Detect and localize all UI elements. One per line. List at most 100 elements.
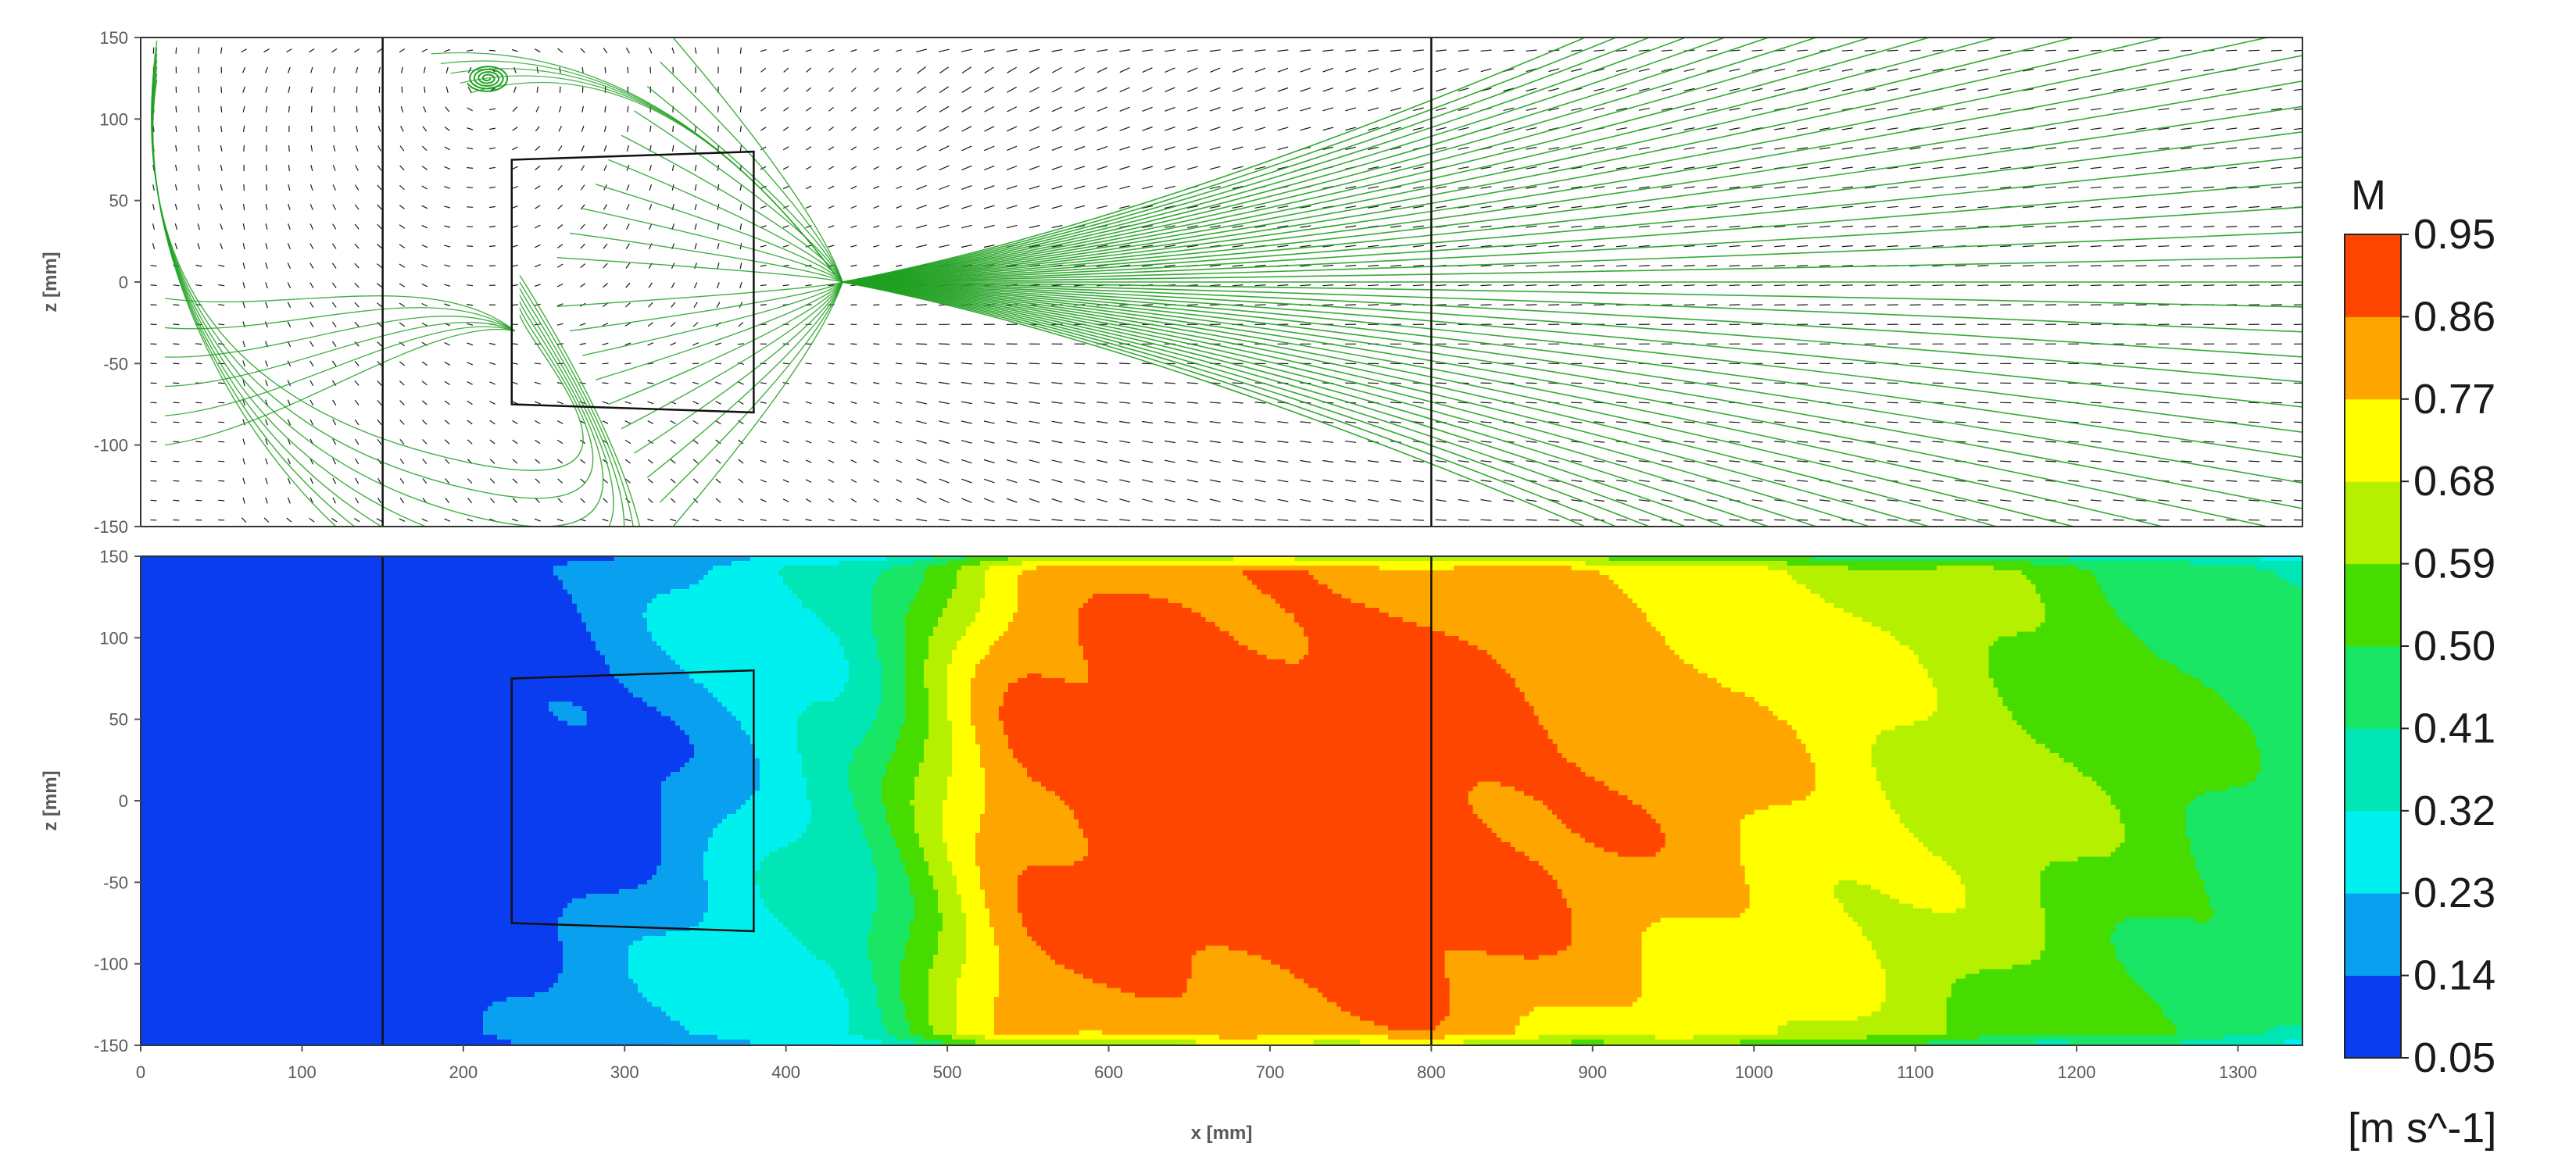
x-tick-label: 500: [933, 1062, 962, 1082]
y-tick-label: 0: [119, 273, 128, 292]
colorbar-label: 0.32: [2413, 788, 2496, 834]
streamline: [595, 184, 843, 283]
streamline: [608, 281, 843, 405]
streamline: [634, 281, 843, 454]
y-tick-label: -50: [103, 873, 128, 892]
streamline: [672, 281, 843, 527]
streamline: [634, 110, 843, 283]
top-panel: 150 100 50 0 -50 -100 -150 z [mm]: [40, 28, 2303, 537]
streamline: [842, 38, 1771, 283]
streamline: [164, 321, 516, 388]
streamlines: [151, 38, 2302, 527]
streamline: [842, 281, 2302, 434]
streamline: [646, 86, 843, 283]
contour-band: [971, 566, 1816, 1040]
y-tick-label: -100: [94, 436, 128, 455]
streamline: [842, 80, 2302, 283]
bottom-overlay: [381, 556, 1433, 1045]
contour-band: [910, 556, 2125, 1045]
streamline: [842, 281, 1999, 527]
streamline: [151, 53, 604, 527]
y-tick-label: -50: [103, 354, 128, 373]
streamline: [660, 61, 843, 283]
colorbar: M 0.050.140.230.320.410.500.590.680.770.…: [2344, 172, 2496, 1152]
streamline: [842, 281, 2302, 383]
colorbar-label: 0.86: [2413, 293, 2496, 340]
streamline: [842, 156, 2302, 283]
streamline: [842, 38, 1651, 283]
streamline: [582, 281, 843, 356]
x-tick-label: 600: [1094, 1062, 1123, 1082]
colorbar-swatch: [2345, 646, 2401, 729]
streamline: [842, 281, 1651, 527]
x-tick-label: 300: [610, 1062, 639, 1082]
streamline: [152, 66, 625, 527]
streamline: [842, 281, 2302, 308]
y-tick-label: -150: [94, 1036, 128, 1055]
x-tick-label: 0: [136, 1062, 145, 1082]
x-tick-label: 200: [449, 1062, 478, 1082]
vortex-streamline: [467, 66, 509, 92]
x-tick-label: 1200: [2058, 1062, 2096, 1082]
colorbar-label: 0.68: [2413, 458, 2496, 505]
streamline: [582, 208, 843, 283]
colorbar-label: 0.23: [2413, 870, 2496, 916]
streamline: [842, 281, 2270, 527]
x-tick-label: 1000: [1735, 1062, 1773, 1082]
bottom-y-ticks: 150 100 50 0 -50 -100 -150: [94, 547, 141, 1055]
x-ticks: 0 100 200 300 400 500 600 700 800 900 1000 1100 1200…: [136, 1045, 2257, 1082]
colorbar-swatch: [2345, 893, 2401, 977]
y-tick-label: -100: [94, 955, 128, 974]
colorbar-swatch: [2345, 234, 2401, 317]
streamline: [842, 281, 2302, 358]
streamline: [842, 281, 1819, 527]
streamline: [164, 307, 516, 332]
contour-band: [628, 556, 2302, 1045]
streamline: [842, 38, 1872, 283]
x-tick-label: 100: [288, 1062, 317, 1082]
streamline: [842, 206, 2302, 283]
streamline: [842, 38, 1819, 283]
streamline: [842, 38, 1999, 283]
x-tick-label: 1100: [1897, 1062, 1934, 1082]
colorbar-swatch: [2345, 316, 2401, 400]
streamline: [164, 316, 516, 358]
streamline: [842, 281, 1687, 527]
colorbar-title: M: [2351, 172, 2386, 219]
streamline: [842, 281, 1587, 527]
streamline: [569, 281, 843, 332]
colorbar-label: 0.05: [2413, 1034, 2496, 1081]
streamline: [842, 38, 2166, 283]
x-tick-label: 400: [771, 1062, 800, 1082]
x-axis-label: x [mm]: [1191, 1123, 1253, 1144]
streamline: [152, 60, 614, 527]
streamline: [842, 281, 1727, 527]
top-y-ticks: 150 100 50 0 -50 -100 -150: [94, 28, 141, 537]
colorbar-units: [m s^-1]: [2348, 1105, 2496, 1152]
x-tick-label: 800: [1417, 1062, 1446, 1082]
colorbar-swatch: [2345, 563, 2401, 647]
streamline: [842, 38, 1932, 283]
y-tick-label: 150: [99, 547, 128, 566]
y-tick-label: 150: [99, 28, 128, 48]
streamline: [152, 73, 634, 527]
colorbar-label: 0.77: [2413, 376, 2496, 423]
streamline: [842, 55, 2302, 283]
top-overlay: [381, 38, 1433, 527]
streamline: [842, 281, 2077, 527]
colorbar-label: 0.41: [2413, 705, 2496, 752]
colorbar-label: 0.50: [2413, 623, 2496, 670]
model-box-outline: [510, 669, 755, 933]
top-y-axis-label: z [mm]: [40, 252, 61, 312]
colorbar-swatch: [2345, 975, 2401, 1059]
streamline: [842, 281, 2302, 408]
streamline: [646, 281, 843, 478]
y-tick-label: -150: [94, 517, 128, 537]
contour-band: [483, 556, 835, 1045]
colorbar-swatch: [2345, 481, 2401, 565]
x-tick-label: 1300: [2219, 1062, 2257, 1082]
y-tick-label: 0: [119, 791, 128, 811]
streamline: [842, 130, 2302, 283]
bottom-y-axis-label: z [mm]: [40, 770, 61, 830]
